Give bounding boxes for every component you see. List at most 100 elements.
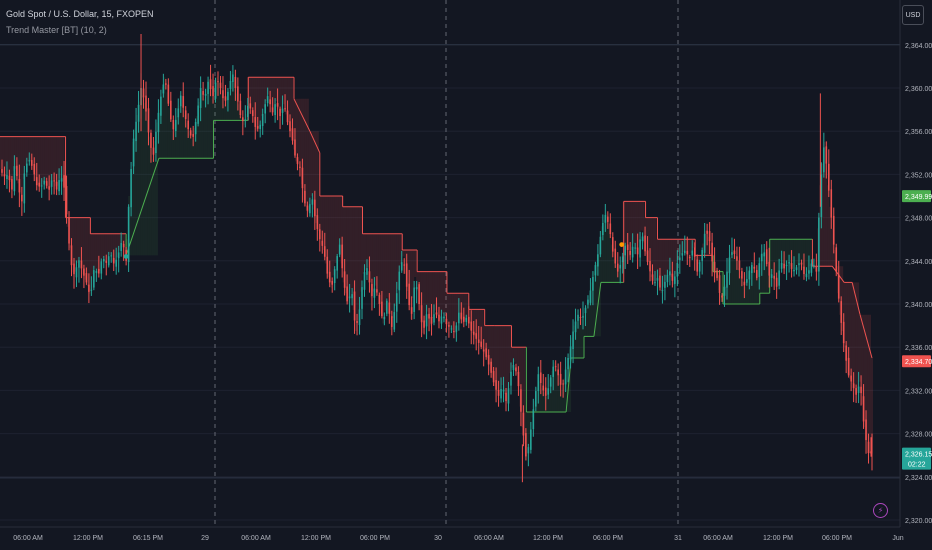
candle-body [460,312,463,320]
candle-body [731,252,733,255]
y-tick-label: 2,364.00 [905,43,932,50]
candle-body [105,260,108,263]
candle-body [711,242,713,262]
price-label-box [902,190,931,203]
candle-body [269,99,271,105]
candle-body [430,316,433,324]
candle-body [440,316,443,324]
y-tick-label: 2,348.00 [905,216,932,223]
candle-body [721,295,723,298]
candle-body [184,110,187,120]
candle-body [477,339,480,343]
candle-body [217,81,219,83]
candle-body [227,91,229,101]
candle-body [232,74,234,83]
candle-body [338,244,341,255]
candle-body [192,133,194,137]
candle-body [75,267,78,278]
candle-body [174,119,177,132]
candle-body [179,95,182,107]
candle-body [326,256,329,274]
candle-body [306,205,309,211]
candle-body [23,173,26,204]
candle-body [602,223,604,236]
candle-body [472,331,475,335]
candle-body [366,268,368,275]
candle-body [271,107,274,113]
candle-body [664,281,666,288]
candle-body [671,273,674,281]
candle-body [703,233,706,253]
candle-body [847,357,850,376]
candle-body [564,369,567,385]
candle-body [594,265,597,276]
candle-body [316,215,319,230]
candle-body [544,387,547,396]
candle-body [167,84,170,104]
candle-body [145,95,147,112]
price-label-box [902,447,931,470]
candle-body [728,257,731,274]
candle-body [395,293,398,312]
candle-body [850,375,852,382]
candle-body [291,128,294,141]
candle-body [698,262,701,272]
candle-body [214,82,217,99]
candle-body [85,273,88,283]
candle-body [512,365,515,371]
candle-body [492,370,495,383]
candle-body [45,181,48,186]
candle-body [716,270,718,279]
candle-body [857,386,860,393]
candle-body [616,263,619,272]
candle-body [579,316,582,318]
y-tick-label: 2,352.00 [905,172,932,179]
candle-body [485,348,487,357]
candle-body [351,294,353,299]
candle-body [207,81,209,94]
candle-body [117,252,120,259]
candle-body [760,253,763,262]
candle-body [323,246,326,257]
candle-body [438,314,440,322]
candle-body [110,255,113,257]
candle-body [182,96,185,108]
candle-body [500,389,502,399]
candle-body [520,389,522,412]
candle-body [517,371,520,387]
candle-body [294,139,296,156]
x-tick-label: 12:00 PM [301,535,331,542]
x-tick-label: 06:00 AM [13,535,43,542]
trend-line-segment [851,282,861,315]
candle-body [403,264,406,266]
candle-body [95,271,98,273]
currency-button[interactable]: USD [902,5,924,25]
candle-body [254,117,257,127]
candle-body [199,88,202,108]
trend-line-segment [859,314,873,359]
x-tick-label: 06:00 AM [241,535,271,542]
trend-line-segment [309,130,321,154]
candle-body [102,258,105,262]
candle-body [624,245,626,256]
candle-body [420,305,423,323]
symbol-title: Gold Spot / U.S. Dollar, 15, FXOPEN [6,9,154,19]
candle-body [713,261,716,273]
candle-body [525,433,527,457]
candle-body [862,396,865,422]
candle-body [155,131,157,154]
lightning-icon[interactable]: ⚡ [873,503,888,518]
candle-body [577,314,579,321]
candle-body [160,96,162,116]
candle-body [391,316,393,327]
candle-body [823,147,825,173]
candle-body [768,261,771,276]
candle-body [636,247,639,255]
candle-body [676,262,679,277]
candle-body [177,108,180,118]
candle-body [358,309,361,326]
candle-body [597,254,599,267]
candle-body [120,242,122,252]
candle-body [68,217,70,244]
